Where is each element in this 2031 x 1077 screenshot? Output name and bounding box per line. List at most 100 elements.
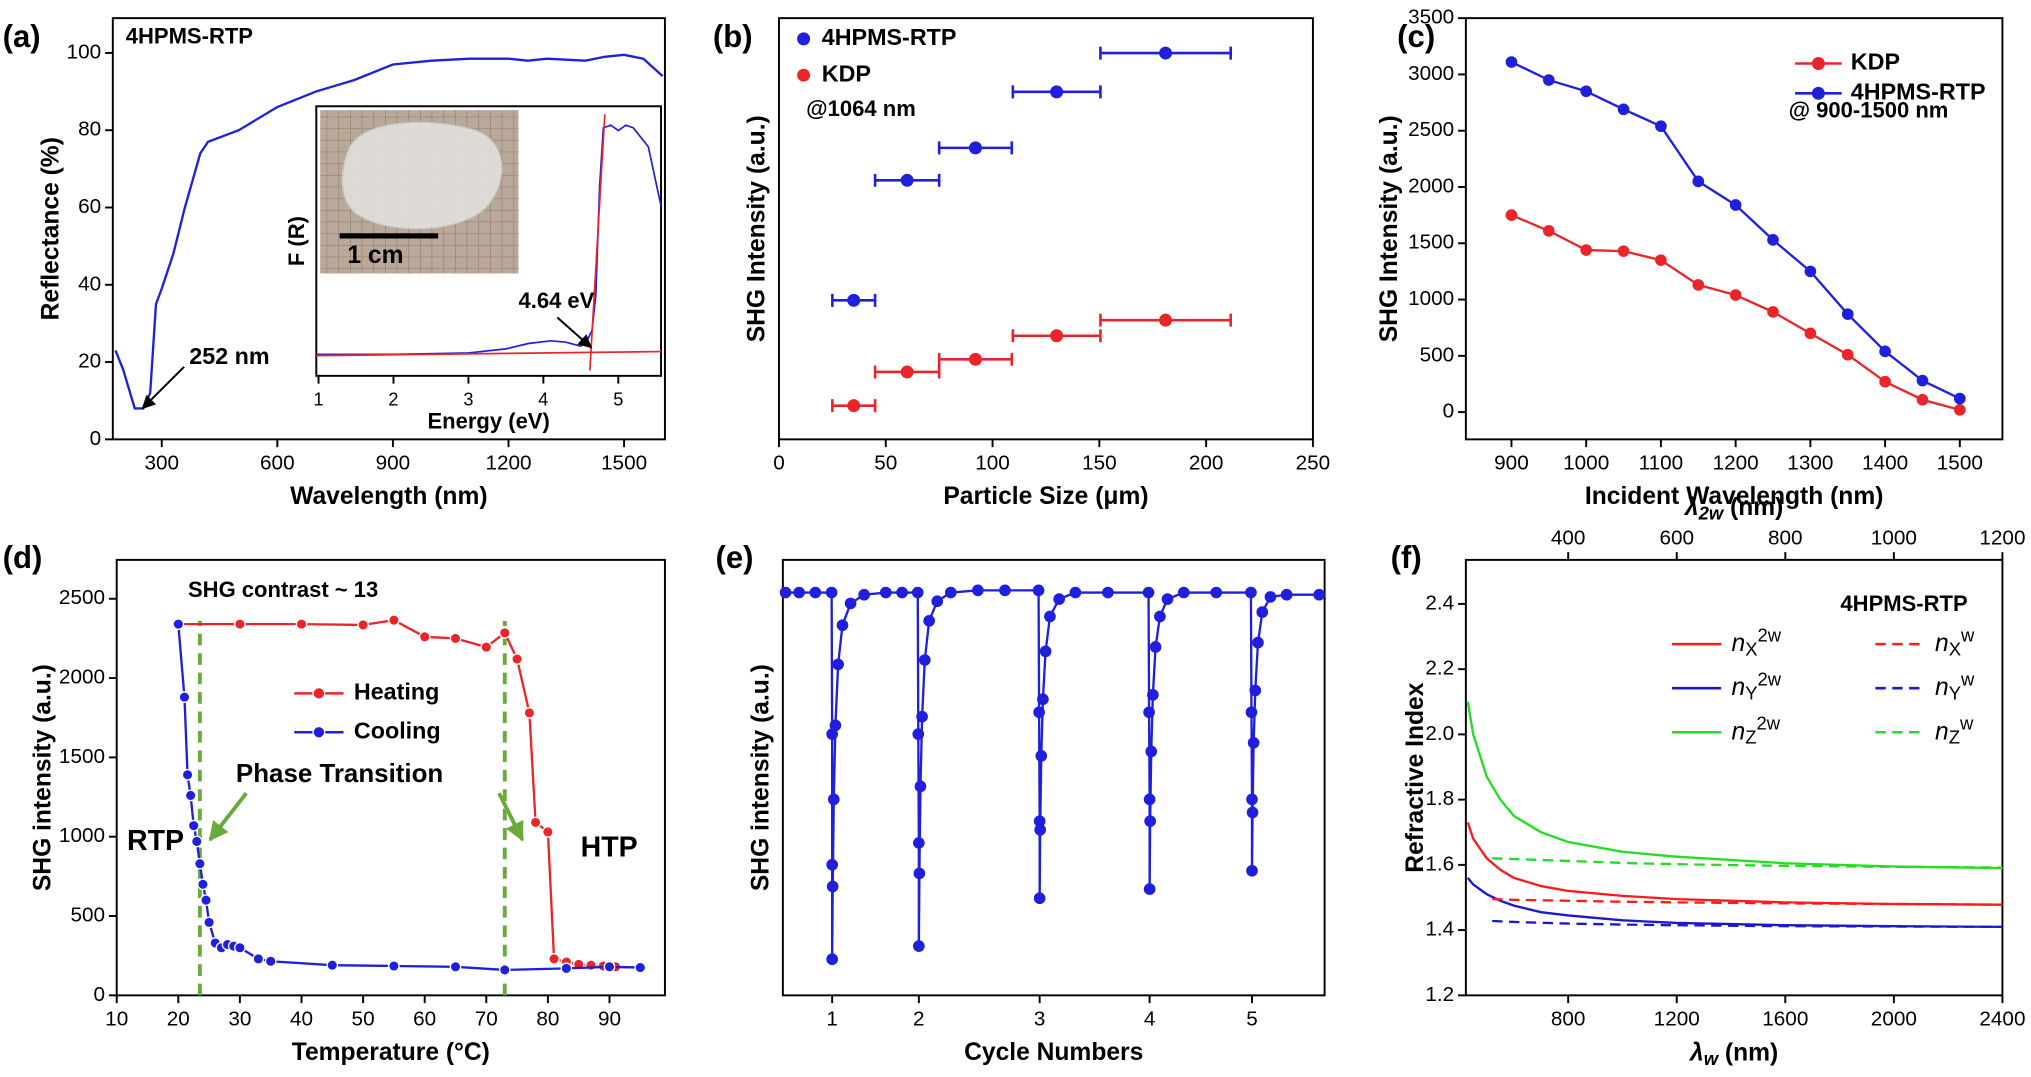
data-point	[1916, 374, 1929, 387]
annotation: SHG contrast ~ 13	[188, 577, 378, 602]
data-point	[1050, 85, 1064, 99]
annotation: @ 900-1500 nm	[1789, 97, 1949, 122]
data-point	[1159, 46, 1173, 60]
annotation: 4HPMS-RTP	[1840, 591, 1967, 616]
legend-label: nX2w	[1732, 624, 1782, 659]
data-point	[1804, 265, 1817, 278]
legend-label: Heating	[354, 679, 440, 705]
annotation: 4.64 eV	[518, 288, 594, 313]
x2-tick-label: 1000	[1871, 527, 1917, 550]
x-tick-label: 250	[1296, 451, 1331, 474]
x-tick-label: 2400	[1979, 1007, 2025, 1030]
data-point	[972, 584, 984, 597]
data-point	[1159, 313, 1173, 327]
data-point	[1033, 706, 1045, 719]
legend-label: nYw	[1935, 668, 1975, 703]
legend-marker	[797, 68, 811, 82]
legend-label: 4HPMS-RTP	[822, 24, 957, 50]
data-point	[809, 586, 822, 599]
arrow	[208, 791, 248, 842]
data-point	[826, 858, 838, 871]
x-tick-label: 300	[144, 451, 179, 474]
x2-tick-label: 800	[1768, 527, 1803, 550]
x-tick-label: 1600	[1762, 1007, 1808, 1030]
legend-label: nZw	[1935, 712, 1974, 747]
x-tick-label: 1200	[485, 451, 531, 474]
data-point	[1034, 824, 1047, 836]
x-axis-label: Incident Wavelength (nm)	[1585, 483, 1884, 510]
data-point	[1247, 736, 1260, 749]
data-point	[827, 793, 840, 806]
data-point	[858, 588, 870, 601]
y-tick-label: 1.8	[1425, 787, 1454, 810]
series-line	[589, 114, 606, 371]
data-point	[326, 959, 339, 972]
data-point	[511, 653, 523, 665]
data-point	[388, 960, 400, 972]
arrow	[497, 792, 525, 842]
legend-label: KDP	[1851, 49, 1900, 75]
data-point	[357, 619, 369, 631]
x2-axis-label: λ2w (nm)	[1683, 494, 1783, 524]
data-point	[879, 586, 892, 599]
annotation: @1064 nm	[806, 96, 916, 121]
annotation: 252 nm	[189, 343, 269, 369]
x-tick-label: 1	[313, 389, 323, 409]
x-tick-label: 150	[1082, 451, 1117, 474]
data-point	[844, 597, 857, 610]
data-point	[913, 867, 926, 880]
panel-label: (d)	[3, 540, 43, 575]
data-point	[1841, 308, 1854, 321]
y-tick-label: 2000	[1408, 174, 1454, 197]
series-line	[1492, 919, 2003, 929]
y-axis-label: Refractive Index	[1402, 682, 1429, 872]
x-tick-label: 50	[874, 451, 897, 474]
data-point	[968, 352, 982, 366]
data-point	[1161, 593, 1174, 605]
data-point	[523, 707, 536, 719]
y-axis-label: SHG Intensity (a.u.)	[744, 115, 771, 342]
data-point	[1249, 684, 1262, 697]
data-point	[190, 835, 203, 848]
data-point	[1264, 591, 1277, 603]
x-tick-label: 1300	[1787, 451, 1833, 474]
data-point	[1149, 641, 1162, 653]
y-tick-label: 3000	[1408, 62, 1454, 85]
x-tick-label: 90	[598, 1007, 621, 1030]
data-point	[1144, 815, 1156, 827]
data-point	[1767, 234, 1779, 246]
data-point	[449, 632, 462, 645]
x-tick-label: 10	[105, 1007, 128, 1030]
data-point	[1879, 375, 1891, 388]
data-point	[779, 586, 792, 599]
y-tick-label: 3500	[1408, 6, 1454, 29]
x-axis-label: Temperature (°C)	[292, 1039, 490, 1066]
plot-frame	[1464, 558, 2004, 997]
data-point	[1841, 348, 1854, 361]
data-point	[1145, 745, 1158, 758]
data-point	[498, 964, 511, 976]
data-point	[585, 959, 597, 972]
data-point	[200, 894, 212, 906]
data-point	[1655, 120, 1667, 133]
data-point	[826, 880, 839, 893]
data-point	[197, 878, 209, 891]
data-point	[900, 365, 914, 379]
data-point	[1246, 806, 1259, 819]
y-tick-label: 2.0	[1425, 722, 1454, 745]
data-point	[1313, 588, 1326, 601]
data-point	[826, 953, 838, 966]
data-point	[172, 618, 185, 630]
data-point	[1655, 254, 1667, 266]
plot-frame	[115, 558, 666, 997]
panel-label: (a)	[3, 19, 41, 54]
data-point	[1037, 693, 1049, 706]
data-point	[418, 630, 431, 643]
data-point	[1143, 793, 1156, 806]
series-line	[785, 589, 1320, 960]
data-point	[1245, 706, 1258, 719]
plot-frame	[1464, 17, 2004, 441]
data-point	[184, 789, 197, 802]
data-point	[264, 955, 277, 968]
